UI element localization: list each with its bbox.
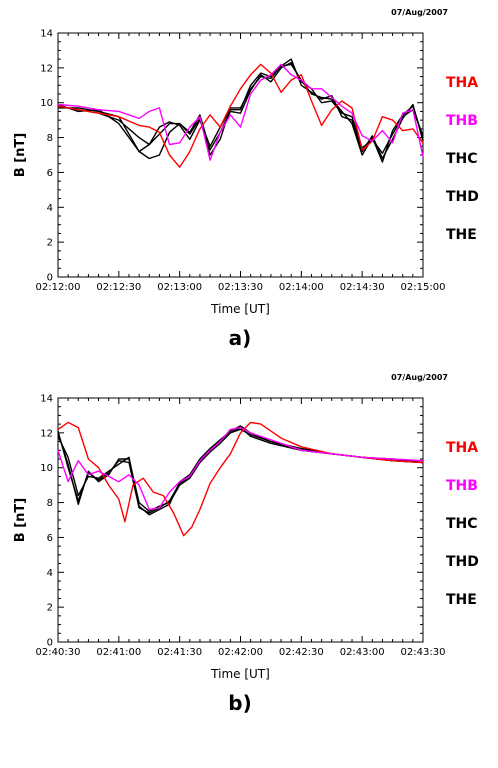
legend-thd: THD [446, 554, 479, 570]
y-tick-label: 10 [40, 463, 53, 474]
x-tick-label: 02:13:00 [157, 282, 202, 293]
x-tick-label: 02:14:30 [340, 282, 385, 293]
y-tick-label: 12 [40, 428, 53, 439]
x-tick-label: 02:42:30 [279, 647, 324, 658]
y-tick-label: 14 [40, 29, 53, 40]
y-tick-label: 6 [47, 533, 53, 544]
series-line-the [57, 428, 424, 514]
legend-tha: THA [446, 75, 478, 91]
series-line-thc [58, 58, 424, 160]
x-tick-label: 02:43:00 [340, 647, 385, 658]
y-tick-label: 2 [47, 603, 53, 614]
plot-frame [57, 397, 424, 643]
y-tick-label: 8 [47, 133, 53, 144]
series-line-tha [57, 63, 424, 168]
x-tick-label: 02:12:00 [36, 282, 81, 293]
chart-panel-b: 07/Aug/2007 0 2 4 6 8 10 12 14 02:40:30 02:41:00 0… [0, 365, 498, 725]
x-tick-label: 02:43:30 [401, 647, 446, 658]
y-tick-label: 12 [40, 63, 53, 74]
legend-thb: THB [446, 478, 478, 494]
y-tick-label: 4 [47, 203, 53, 214]
series-line-thd [57, 425, 424, 516]
x-tick-label: 02:41:30 [157, 647, 202, 658]
y-tick-label: 6 [47, 168, 53, 179]
chart-panel-a: 07/Aug/2007 0 2 4 6 8 10 12 14 02:12:00 02:12:30 0… [0, 0, 498, 360]
x-tick-label: 02:40:30 [36, 647, 81, 658]
y-axis-label: B [nT] [13, 498, 28, 542]
x-axis-label: Time [UT] [210, 667, 270, 681]
legend-the: THE [446, 592, 477, 608]
chart-b: 0 2 4 6 8 10 12 14 02:40:30 02:41:00 02:41:30 02:42… [13, 394, 479, 682]
date-label: 07/Aug/2007 [391, 8, 448, 17]
x-tick-label: 02:12:30 [96, 282, 141, 293]
x-tick-label: 02:41:00 [96, 647, 141, 658]
y-tick-label: 0 [47, 273, 53, 284]
panel-label-a: a) [228, 326, 252, 350]
x-tick-label: 02:42:00 [218, 647, 263, 658]
legend-tha: THA [446, 440, 478, 456]
legend-thd: THD [446, 189, 479, 205]
date-label: 07/Aug/2007 [391, 373, 448, 382]
x-axis-label: Time [UT] [210, 302, 270, 316]
chart-a: 0 2 4 6 8 10 12 14 02:12:00 02:12:30 02:13:00 02:13… [13, 29, 479, 317]
series-line-thc [57, 426, 424, 513]
panel-label-b: b) [228, 691, 252, 715]
x-tick-label: 02:13:30 [218, 282, 263, 293]
legend-thb: THB [446, 113, 478, 129]
plot-frame [57, 32, 424, 278]
y-tick-label: 4 [47, 568, 53, 579]
y-tick-label: 2 [47, 238, 53, 249]
series-line-tha [57, 421, 424, 537]
y-tick-label: 10 [40, 98, 53, 109]
series-line-thb [57, 426, 424, 511]
legend-thc: THC [446, 516, 478, 532]
series-line-thb [57, 63, 424, 161]
y-tick-label: 8 [47, 498, 53, 509]
y-axis-label: B [nT] [13, 133, 28, 177]
y-tick-label: 0 [47, 638, 53, 649]
x-tick-label: 02:14:00 [279, 282, 324, 293]
x-tick-label: 02:15:00 [401, 282, 446, 293]
y-tick-label: 14 [40, 394, 53, 405]
legend-the: THE [446, 227, 477, 243]
legend-thc: THC [446, 151, 478, 167]
